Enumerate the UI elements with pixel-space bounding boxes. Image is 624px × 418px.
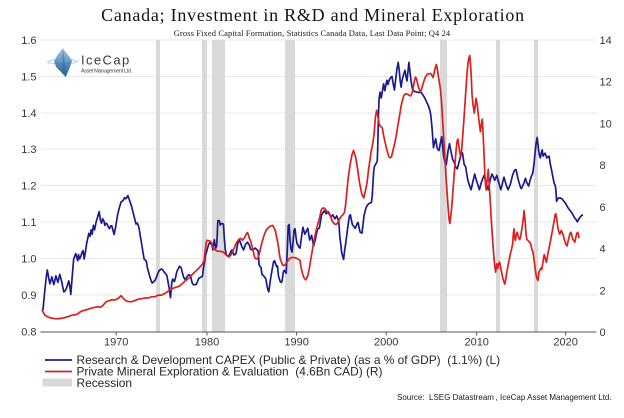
svg-text:1.2: 1.2 [21,181,36,193]
svg-text:1980: 1980 [195,337,219,349]
svg-text:Private Mineral Exploration &: Private Mineral Exploration & Evaluation… [77,365,383,379]
svg-text:Research & Development CAPEX (: Research & Development CAPEX (Public & P… [77,353,501,367]
svg-text:Gross Fixed Capital Formation,: Gross Fixed Capital Formation, Statistic… [174,28,451,38]
svg-text:Recession: Recession [77,376,133,390]
svg-text:1.6: 1.6 [21,35,36,47]
svg-text:14: 14 [600,35,612,47]
svg-text:2: 2 [600,285,606,297]
svg-text:0.9: 0.9 [21,290,36,302]
svg-text:1970: 1970 [104,337,128,349]
svg-text:Asset Management Ltd.: Asset Management Ltd. [81,69,133,75]
svg-text:12: 12 [600,77,612,89]
svg-text:Source: LSEG Datastream , Ice: Source: LSEG Datastream , IceCap Asset M… [397,393,612,402]
svg-text:2020: 2020 [553,337,577,349]
svg-text:1.3: 1.3 [21,144,36,156]
svg-text:4: 4 [600,244,606,256]
svg-text:1.1: 1.1 [21,217,36,229]
svg-text:2010: 2010 [464,337,488,349]
svg-text:6: 6 [600,202,606,214]
svg-text:1990: 1990 [284,337,308,349]
svg-text:1.5: 1.5 [21,72,36,84]
svg-text:Canada; Investment in R&D and: Canada; Investment in R&D and Mineral Ex… [101,5,525,25]
svg-text:8: 8 [600,160,606,172]
svg-text:1.0: 1.0 [21,254,36,266]
svg-text:1.4: 1.4 [21,108,36,120]
svg-text:IceCap: IceCap [81,53,131,68]
svg-text:10: 10 [600,118,612,130]
svg-text:0.8: 0.8 [21,327,36,339]
svg-text:0: 0 [600,327,606,339]
svg-text:2000: 2000 [374,337,398,349]
